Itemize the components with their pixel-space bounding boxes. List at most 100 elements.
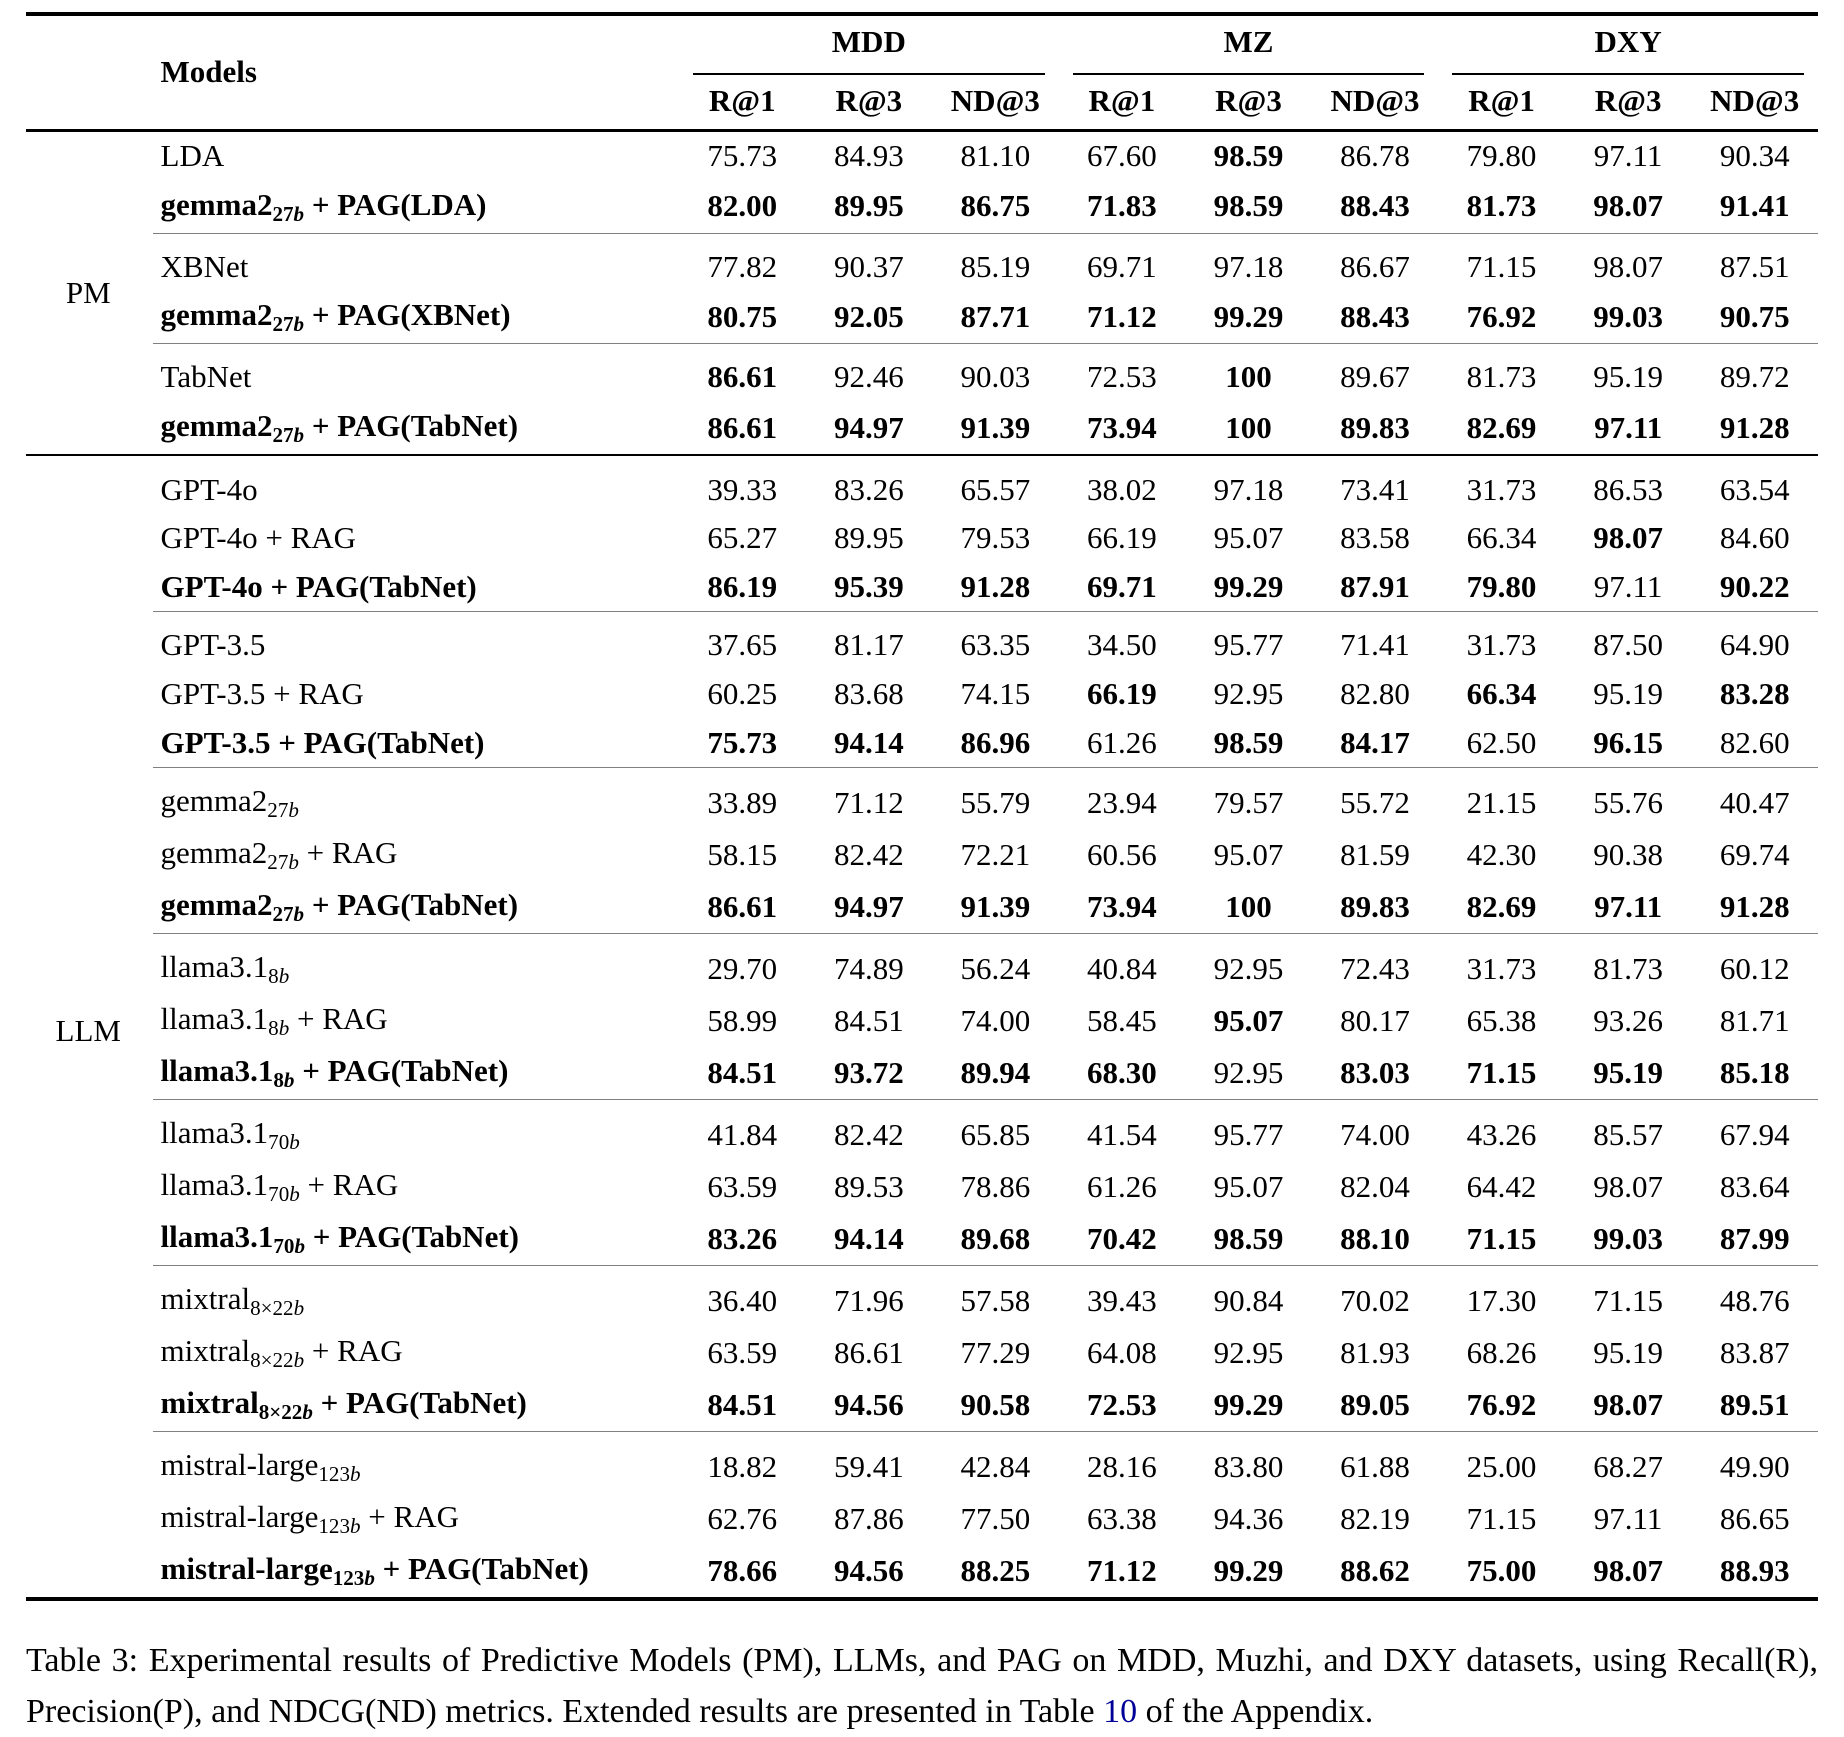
metric-header-nd3: ND@3 — [1311, 74, 1439, 133]
value-cell: 81.73 — [1466, 188, 1537, 224]
value-cell: 95.77 — [1185, 611, 1312, 670]
value-cell: 84.17 — [1340, 724, 1410, 760]
value-cell: 78.86 — [960, 1168, 1031, 1204]
metric-header-r1: R@1 — [1438, 74, 1565, 133]
value-cell: 97.11 — [1593, 568, 1663, 604]
table-row: mistral-large123b + PAG(TabNet) 78.66 94.5… — [26, 1545, 1818, 1599]
value-cell: 17.30 — [1438, 1265, 1565, 1328]
value-cell: 85.57 — [1564, 1099, 1692, 1162]
table-row: LLM GPT-4o 39.33 83.26 65.57 38.02 97.18 73.41 3… — [26, 453, 1818, 1600]
model-cell: GPT-3.5 + PAG(TabNet) — [160, 724, 485, 760]
model-subscript: 123b — [318, 1514, 361, 1539]
value-cell: 88.43 — [1340, 188, 1410, 224]
table-row: llama3.18b + RAG 58.99 84.51 74.00 58.45 95.0… — [26, 995, 1818, 1047]
value-cell: 97.11 — [1594, 888, 1663, 924]
model-subscript: 70b — [273, 1234, 305, 1259]
value-cell: 94.14 — [833, 724, 904, 760]
value-cell: 94.97 — [833, 409, 904, 445]
value-cell: 95.07 — [1213, 1002, 1284, 1038]
value-cell: 99.29 — [1213, 298, 1284, 334]
value-cell: 81.93 — [1340, 1334, 1410, 1370]
value-cell: 95.19 — [1593, 1334, 1663, 1370]
value-cell: 55.79 — [932, 767, 1059, 830]
value-cell: 25.00 — [1438, 1431, 1565, 1494]
value-cell: 99.03 — [1593, 298, 1663, 334]
model-cell: llama3.18b — [152, 933, 679, 996]
model-cell: llama3.170b + RAG — [160, 1167, 399, 1207]
value-cell: 77.82 — [679, 232, 806, 292]
value-cell: 82.42 — [805, 1099, 933, 1162]
value-cell: 36.40 — [679, 1265, 806, 1328]
value-cell: 31.73 — [1438, 453, 1565, 515]
value-cell: 97.11 — [1593, 138, 1663, 174]
value-cell: 91.28 — [1719, 888, 1790, 924]
dataset-header-mdd: MDD — [679, 14, 1059, 75]
value-cell: 69.74 — [1719, 836, 1790, 872]
value-cell: 74.89 — [805, 933, 933, 996]
value-cell: 71.83 — [1087, 188, 1157, 224]
value-cell: 61.26 — [1087, 1168, 1157, 1204]
value-cell: 89.68 — [960, 1220, 1031, 1256]
model-subscript: 8×22b — [250, 1348, 305, 1373]
value-cell: 92.95 — [1213, 1334, 1284, 1370]
value-cell: 93.72 — [833, 1054, 904, 1090]
model-subscript: 8b — [268, 1016, 290, 1041]
value-cell: 82.04 — [1340, 1168, 1410, 1204]
value-cell: 55.76 — [1564, 767, 1692, 830]
value-cell: 85.18 — [1719, 1054, 1790, 1090]
value-cell: 97.18 — [1185, 232, 1312, 292]
metric-header-r3: R@3 — [805, 74, 933, 133]
value-cell: 90.84 — [1185, 1265, 1312, 1328]
value-cell: 31.73 — [1438, 611, 1565, 670]
model-cell: llama3.18b + RAG — [160, 1001, 388, 1041]
model-subscript: 27b — [267, 849, 299, 874]
value-cell: 31.73 — [1438, 933, 1565, 996]
value-cell: 81.71 — [1719, 1002, 1790, 1038]
value-cell: 41.54 — [1058, 1099, 1186, 1162]
group-label-pm: PM — [65, 274, 111, 310]
value-cell: 40.84 — [1058, 933, 1186, 996]
table-body: PM LDA 75.73 84.93 81.10 67.60 98.59 86.78 79.80… — [26, 131, 1818, 1600]
value-cell: 90.34 — [1719, 138, 1790, 174]
value-cell: 96.15 — [1593, 724, 1663, 760]
value-cell: 90.03 — [932, 343, 1059, 402]
value-cell: 84.51 — [707, 1054, 778, 1090]
value-cell: 58.15 — [707, 836, 778, 872]
value-cell: 71.12 — [1087, 298, 1157, 334]
value-cell: 75.73 — [707, 724, 778, 760]
table-10-link[interactable]: 10 — [1103, 1693, 1138, 1731]
value-cell: 82.19 — [1340, 1501, 1410, 1536]
value-cell: 86.61 — [707, 888, 778, 924]
value-cell: 42.30 — [1466, 836, 1537, 872]
model-subscript: 8×22b — [250, 1296, 305, 1321]
value-cell: 75.00 — [1466, 1553, 1537, 1589]
value-cell: 69.71 — [1087, 568, 1157, 604]
value-cell: 90.37 — [805, 232, 933, 292]
metric-header-row: R@1 R@3 ND@3 R@1 R@3 ND@3 R@1 R@3 ND@3 — [26, 74, 1818, 133]
value-cell: 89.53 — [833, 1168, 904, 1204]
value-cell: 34.50 — [1058, 611, 1186, 670]
value-cell: 87.51 — [1691, 232, 1818, 292]
value-cell: 87.50 — [1564, 611, 1692, 670]
value-cell: 71.12 — [1087, 1553, 1157, 1589]
value-cell: 94.97 — [833, 888, 904, 924]
model-subscript: 8b — [268, 964, 290, 988]
value-cell: 39.33 — [679, 453, 806, 515]
value-cell: 98.59 — [1213, 138, 1284, 174]
value-cell: 81.10 — [960, 138, 1031, 174]
value-cell: 55.72 — [1311, 767, 1439, 830]
models-header: Models — [152, 14, 679, 133]
model-subscript: 27b — [272, 201, 305, 226]
model-cell: GPT-3.5 + RAG — [160, 675, 364, 711]
table-row: gemma227b + RAG 58.15 82.42 72.21 60.56 95.07… — [26, 829, 1818, 881]
value-cell: 91.41 — [1719, 188, 1790, 224]
value-cell: 73.94 — [1087, 888, 1157, 924]
model-cell: mixtral8×22b + PAG(TabNet) — [160, 1385, 527, 1425]
value-cell: 89.83 — [1340, 888, 1410, 924]
value-cell: 86.61 — [707, 409, 778, 445]
value-cell: 65.57 — [932, 453, 1059, 515]
value-cell: 81.17 — [805, 611, 933, 670]
value-cell: 74.15 — [960, 675, 1031, 711]
dataset-header-dxy: DXY — [1438, 14, 1818, 75]
